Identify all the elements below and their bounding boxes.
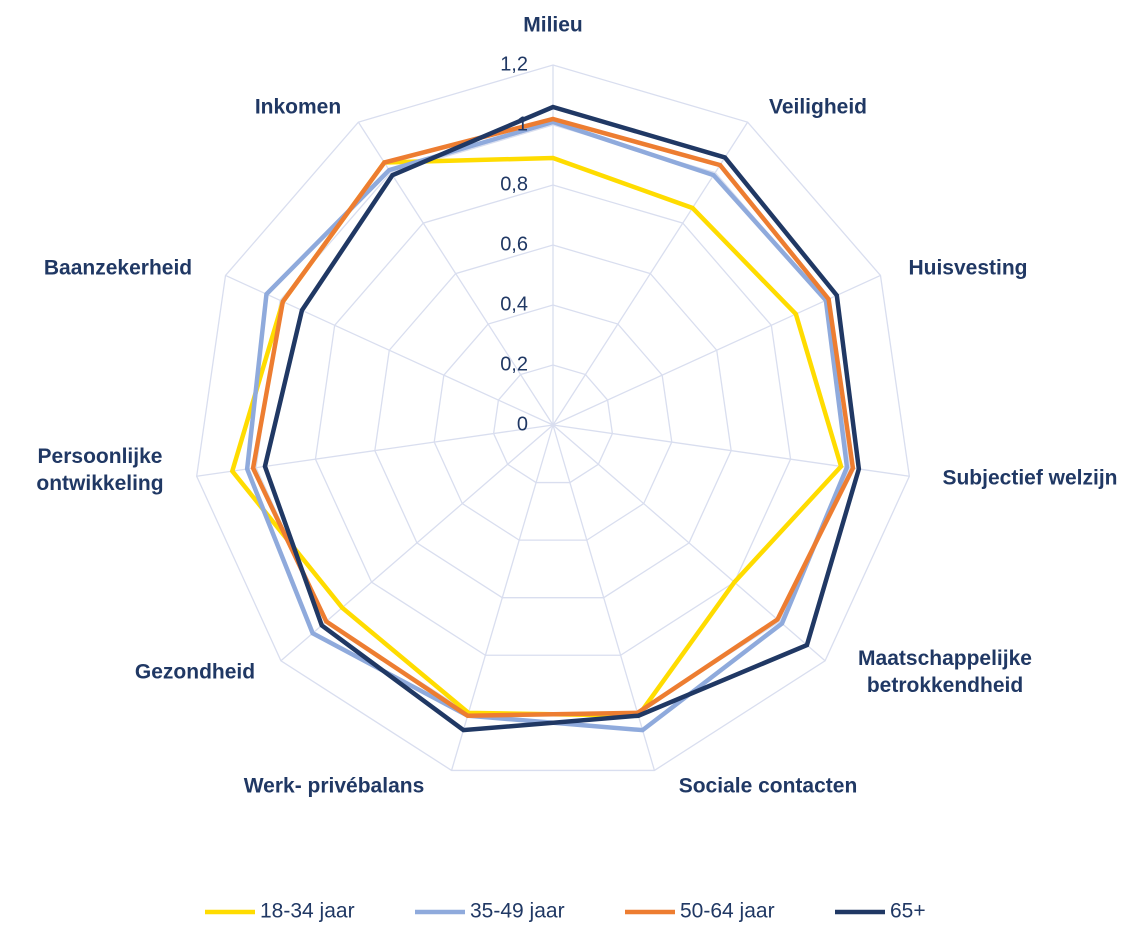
legend-label: 65+ <box>890 900 926 923</box>
axis-tick-label: 0 <box>517 413 528 435</box>
grid-ring <box>374 244 732 599</box>
grid-ring <box>433 304 673 541</box>
series-line <box>262 104 862 733</box>
axis-tick-label: 0,4 <box>500 293 528 315</box>
spoke <box>552 424 826 662</box>
category-label: Baanzekerheid <box>43 256 193 280</box>
spoke <box>357 121 554 426</box>
category-label: Subjectief welzijn <box>942 466 1118 490</box>
legend-label: 35-49 jaar <box>470 900 565 923</box>
grid-ring <box>195 64 911 772</box>
category-label: Maatschappelijke betrokkendheid <box>858 647 1032 697</box>
series-line <box>250 116 856 718</box>
axis-tick-label: 0,8 <box>500 173 528 195</box>
legend-label: 50-64 jaar <box>680 900 775 923</box>
axis-tick-label: 1,2 <box>500 53 528 75</box>
spoke <box>196 424 554 477</box>
category-label: Veiligheid <box>768 95 868 119</box>
category-label: Huisvesting <box>908 256 1028 280</box>
category-label: Sociale contacten <box>678 774 858 798</box>
grid-ring <box>492 364 614 484</box>
axis-tick-label: 0,6 <box>500 233 528 255</box>
axis-tick-label: 1 <box>517 113 528 135</box>
series-line <box>229 155 844 718</box>
axis-tick-label: 0,2 <box>500 353 528 375</box>
category-label: Persoonlijke ontwikkeling <box>36 445 164 495</box>
category-label: Gezondheid <box>134 660 256 684</box>
spoke <box>552 424 910 477</box>
category-label: Inkomen <box>254 95 342 119</box>
spoke <box>552 121 749 426</box>
grid-ring <box>314 184 792 656</box>
category-label: Werk- privébalans <box>243 774 425 798</box>
legend-label: 18-34 jaar <box>260 900 355 923</box>
category-label: Milieu <box>523 13 583 37</box>
spoke <box>225 274 554 426</box>
